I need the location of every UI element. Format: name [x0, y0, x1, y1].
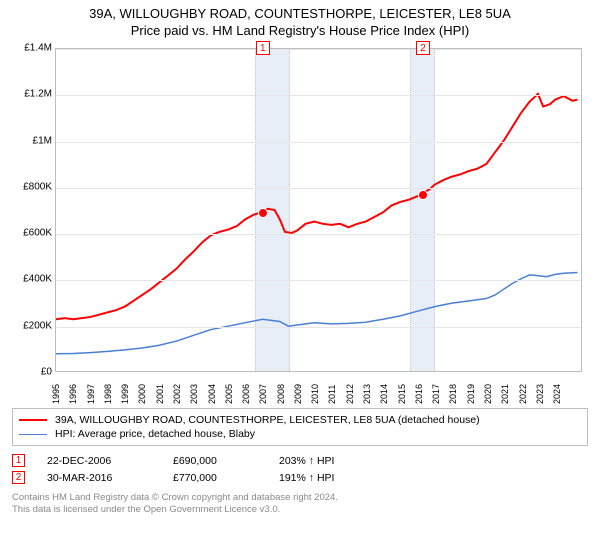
- gridline-h: [56, 95, 581, 96]
- y-axis-label: £800K: [10, 181, 52, 192]
- event-delta: 191% ↑ HPI: [279, 472, 334, 484]
- legend-label: 39A, WILLOUGHBY ROAD, COUNTESTHORPE, LEI…: [55, 414, 480, 426]
- gridline-h: [56, 188, 581, 189]
- event-number-icon: 1: [12, 454, 25, 467]
- y-axis-label: £0: [10, 367, 52, 378]
- event-date: 22-DEC-2006: [47, 455, 157, 467]
- chart-subtitle: Price paid vs. HM Land Registry's House …: [0, 23, 600, 38]
- plot-region: 12: [55, 48, 582, 372]
- footer-line-2: This data is licensed under the Open Gov…: [12, 504, 588, 516]
- legend-label: HPI: Average price, detached house, Blab…: [55, 428, 255, 440]
- chart-title: 39A, WILLOUGHBY ROAD, COUNTESTHORPE, LEI…: [0, 6, 600, 21]
- event-price: £690,000: [173, 455, 263, 467]
- legend-item: 39A, WILLOUGHBY ROAD, COUNTESTHORPE, LEI…: [19, 413, 581, 427]
- legend-box: 39A, WILLOUGHBY ROAD, COUNTESTHORPE, LEI…: [12, 408, 588, 446]
- series-property: [56, 94, 578, 319]
- gridline-h: [56, 234, 581, 235]
- event-date: 30-MAR-2016: [47, 472, 157, 484]
- y-axis-label: £1.4M: [10, 43, 52, 54]
- gridline-h: [56, 280, 581, 281]
- event-dot: [258, 208, 268, 218]
- attribution-footer: Contains HM Land Registry data © Crown c…: [12, 492, 588, 517]
- event-marker: 2: [416, 41, 430, 55]
- y-axis-label: £200K: [10, 320, 52, 331]
- events-list: 1 22-DEC-2006 £690,000 203% ↑ HPI 2 30-MAR-20…: [12, 452, 588, 486]
- event-price: £770,000: [173, 472, 263, 484]
- gridline-h: [56, 327, 581, 328]
- gridline-h: [56, 49, 581, 50]
- series-hpi: [56, 273, 578, 354]
- chart-area: 12 £0£200K£400K£600K£800K£1M£1.2M£1.4M19…: [10, 44, 590, 404]
- event-row: 2 30-MAR-2016 £770,000 191% ↑ HPI: [12, 469, 588, 486]
- legend-item: HPI: Average price, detached house, Blab…: [19, 427, 581, 441]
- event-row: 1 22-DEC-2006 £690,000 203% ↑ HPI: [12, 452, 588, 469]
- footer-line-1: Contains HM Land Registry data © Crown c…: [12, 492, 588, 504]
- gridline-h: [56, 142, 581, 143]
- event-delta: 203% ↑ HPI: [279, 455, 334, 467]
- y-axis-label: £1M: [10, 135, 52, 146]
- event-marker: 1: [256, 41, 270, 55]
- event-number-icon: 2: [12, 471, 25, 484]
- y-axis-label: £600K: [10, 228, 52, 239]
- legend-swatch: [19, 434, 47, 435]
- y-axis-label: £400K: [10, 274, 52, 285]
- series-svg: [56, 49, 581, 371]
- legend-swatch: [19, 419, 47, 421]
- x-axis-label: 2024: [552, 384, 580, 404]
- y-axis-label: £1.2M: [10, 89, 52, 100]
- event-dot: [418, 190, 428, 200]
